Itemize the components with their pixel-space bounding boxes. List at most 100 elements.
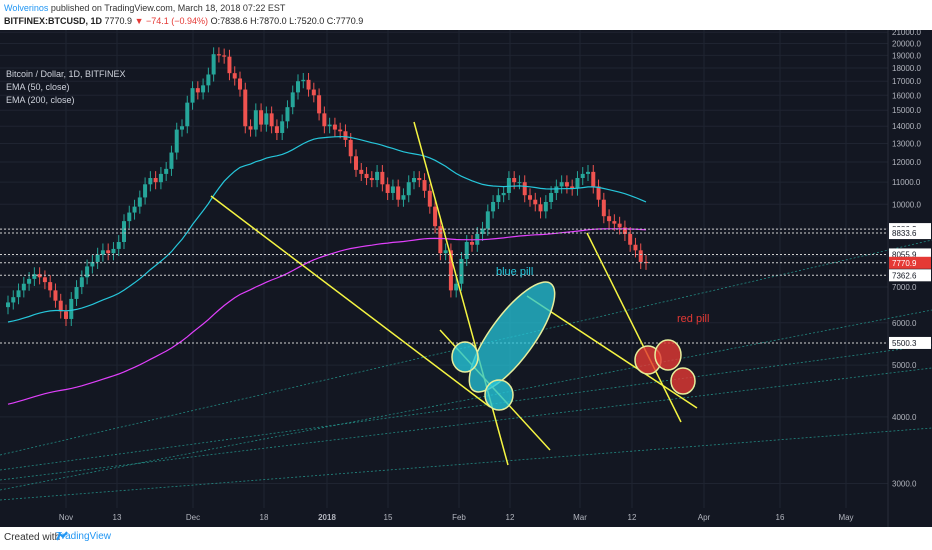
- candle-body: [554, 186, 559, 193]
- candle-body: [401, 195, 406, 200]
- candle-body: [327, 124, 332, 127]
- candle-body: [522, 182, 527, 196]
- candle-body: [21, 283, 26, 291]
- y-tick-label: 17000.0: [892, 77, 921, 86]
- candle-body: [412, 178, 416, 183]
- y-tick-label: 16000.0: [892, 91, 921, 100]
- blue-circle: [484, 379, 514, 411]
- candle-body: [185, 102, 190, 127]
- x-tick-label: 12: [628, 513, 637, 522]
- candle-body: [227, 56, 232, 74]
- y-tick-label: 14000.0: [892, 122, 921, 131]
- candle-body: [322, 113, 327, 127]
- candle-body: [480, 228, 485, 234]
- y-tick-label: 19000.0: [892, 51, 921, 60]
- candle-body: [354, 156, 358, 170]
- price-tag: [889, 248, 931, 261]
- tradingview-brand: TradingView: [56, 531, 112, 542]
- candle-body: [591, 171, 596, 187]
- candle-body: [506, 178, 511, 193]
- candle-body: [206, 74, 211, 86]
- x-tick-label: 12: [506, 513, 515, 522]
- candle-body: [385, 184, 390, 193]
- candle-body: [427, 190, 432, 207]
- candle-body: [274, 126, 279, 133]
- candle-body: [64, 311, 68, 319]
- price-tag: [889, 269, 931, 282]
- candle-body: [285, 107, 290, 122]
- x-tick-label: Nov: [59, 513, 73, 522]
- candle-body: [575, 178, 580, 189]
- candle-body: [443, 250, 448, 254]
- candle-body: [153, 178, 158, 183]
- candle-body: [396, 186, 401, 200]
- candle-body: [628, 233, 633, 245]
- candle-body: [496, 195, 501, 202]
- candle-body: [390, 186, 395, 193]
- y-tick-label: 15000.0: [892, 106, 921, 115]
- x-tick-label: Mar: [573, 513, 587, 522]
- publish-info: published on TradingView.com, March 18, …: [50, 3, 286, 13]
- candle-body: [596, 186, 601, 200]
- candle-body: [27, 278, 32, 284]
- ohlc-high: H:7870.0: [250, 16, 287, 26]
- x-tick-label: Dec: [186, 513, 200, 522]
- legend-ema200[interactable]: EMA (200, close): [6, 95, 75, 105]
- price-chart[interactable]: 3000.04000.05000.06000.07000.08000.09000…: [0, 30, 932, 527]
- candle-body: [290, 92, 295, 108]
- candle-body: [622, 227, 627, 234]
- candle-body: [607, 216, 612, 222]
- x-tick-label: 16: [776, 513, 785, 522]
- candle-body: [433, 206, 438, 227]
- candle-body: [164, 168, 169, 174]
- y-tick-label: 18000.0: [892, 64, 921, 73]
- candle-body: [359, 169, 364, 174]
- price-tag: [889, 227, 931, 240]
- candle-body: [42, 277, 47, 283]
- candle-body: [100, 250, 105, 255]
- candle-body: [380, 171, 385, 185]
- candle-body: [448, 250, 453, 291]
- candle-body: [253, 110, 258, 130]
- chart-legend: Bitcoin / Dollar, 1D, BITFINEX EMA (50, …: [6, 68, 126, 107]
- ohlc-low: L:7520.0: [289, 16, 325, 26]
- candle-body: [195, 88, 200, 93]
- candle-body: [406, 182, 411, 196]
- blue-circle: [451, 341, 479, 373]
- ohlc-open: O:7838.6: [210, 16, 248, 26]
- y-tick-label: 5000.0: [892, 361, 917, 370]
- candle-body: [148, 178, 153, 185]
- candle-body: [491, 201, 496, 212]
- candle-body: [533, 199, 538, 205]
- y-tick-label: 12000.0: [892, 158, 921, 167]
- author-link[interactable]: Wolverinos: [4, 3, 49, 13]
- candle-body: [306, 79, 311, 90]
- candle-body: [375, 171, 380, 181]
- candle-body: [180, 126, 184, 130]
- tradingview-link[interactable]: TradingView: [56, 531, 111, 542]
- candle-body: [549, 192, 554, 202]
- last-price: 7770.9: [104, 16, 133, 26]
- candle-body: [116, 241, 121, 249]
- candle-body: [564, 182, 569, 187]
- trendline-yellow: [210, 195, 491, 408]
- candle-body: [364, 173, 369, 179]
- y-tick-label: 11000.0: [892, 178, 921, 187]
- candle-body: [232, 73, 237, 79]
- chart-area[interactable]: 3000.04000.05000.06000.07000.08000.09000…: [0, 30, 932, 527]
- candle-body: [259, 110, 264, 125]
- y-tick-label: 20000.0: [892, 40, 921, 49]
- legend-ema50[interactable]: EMA (50, close): [6, 82, 70, 92]
- candle-body: [95, 254, 100, 262]
- candle-body: [580, 173, 585, 179]
- x-tick-label: 15: [384, 513, 393, 522]
- candle-body: [132, 206, 137, 213]
- candle-body: [90, 261, 95, 267]
- candle-body: [638, 250, 643, 262]
- candle-body: [222, 55, 227, 57]
- y-tick-label: 3000.0: [892, 480, 917, 489]
- ohlc-close: C:7770.9: [326, 16, 364, 26]
- candle-body: [559, 182, 564, 187]
- y-tick-label: 7000.0: [892, 283, 917, 292]
- candle-body: [264, 113, 269, 125]
